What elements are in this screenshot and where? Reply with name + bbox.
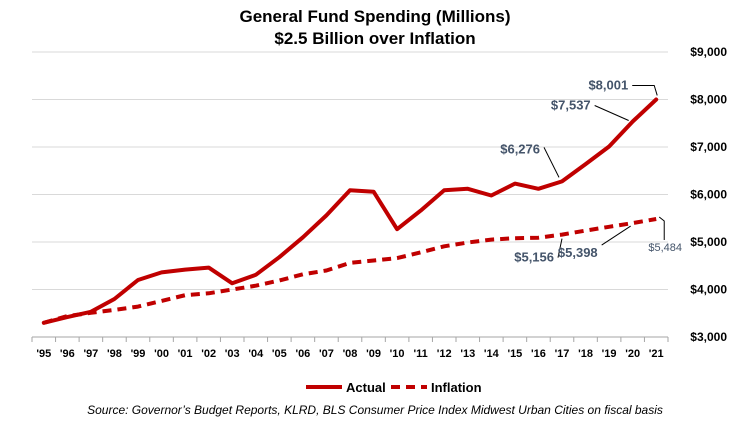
y-tick-label: $7,000 [690,140,727,154]
x-tick-label: '96 [60,348,75,360]
chart-subtitle: $2.5 Billion over Inflation [274,29,476,48]
y-tick-label: $4,000 [690,283,727,297]
x-tick-label: '19 [602,348,617,360]
x-tick-label: '13 [460,348,475,360]
annotation-leader [594,105,629,121]
legend-label: Actual [346,380,386,395]
legend-label: Inflation [431,380,482,395]
source-note: Source: Governor’s Budget Reports, KLRD,… [87,403,663,417]
data-label: $7,537 [551,97,591,112]
y-tick-label: $6,000 [690,188,727,202]
annotation-leader [543,147,560,178]
annotation-leader [632,84,658,96]
x-tick-label: '01 [178,348,193,360]
data-label: $8,001 [588,77,628,92]
x-tick-label: '99 [131,348,146,360]
legend: Actual Inflation [306,380,482,395]
series-line-inflation [43,217,657,325]
chart-title-block: General Fund Spending (Millions) $2.5 Bi… [0,6,750,50]
x-tick-label: '15 [507,348,522,360]
y-tick-label: $9,000 [690,45,727,59]
x-tick-label: '14 [484,348,500,360]
annotation-leader [658,216,665,241]
x-tick-label: '20 [625,348,640,360]
x-tick-label: '17 [555,348,570,360]
x-tick-label: '04 [248,348,264,360]
series-line-actual [41,97,659,325]
x-tick-label: '97 [83,348,98,360]
y-tick-label: $3,000 [690,330,727,344]
x-tick-label: '98 [107,348,122,360]
x-tick-label: '03 [225,348,240,360]
x-tick-label: '10 [390,348,405,360]
x-tick-label: '11 [414,348,428,360]
x-tick-label: '02 [201,348,216,360]
x-tick-label: '08 [343,348,358,360]
data-label: $5,156 [514,250,554,265]
data-label: $6,276 [500,141,540,156]
x-tick-label: '07 [319,348,334,360]
y-tick-label: $8,000 [690,93,727,107]
x-tick-label: '06 [295,348,310,360]
data-label: $5,484 [648,242,682,254]
data-label: $5,398 [558,245,598,260]
x-tick-label: '16 [531,348,546,360]
x-tick-label: '21 [649,348,664,360]
x-tick-label: '18 [578,348,593,360]
annotation-leader [601,225,631,246]
annotation-leader [557,238,563,258]
x-tick-label: '05 [272,348,287,360]
x-tick-label: '09 [366,348,381,360]
y-tick-label: $5,000 [690,235,727,249]
chart-title: General Fund Spending (Millions) [239,7,511,26]
x-tick-label: '12 [437,348,452,360]
x-tick-label: '00 [154,348,169,360]
x-tick-label: '95 [36,348,51,360]
